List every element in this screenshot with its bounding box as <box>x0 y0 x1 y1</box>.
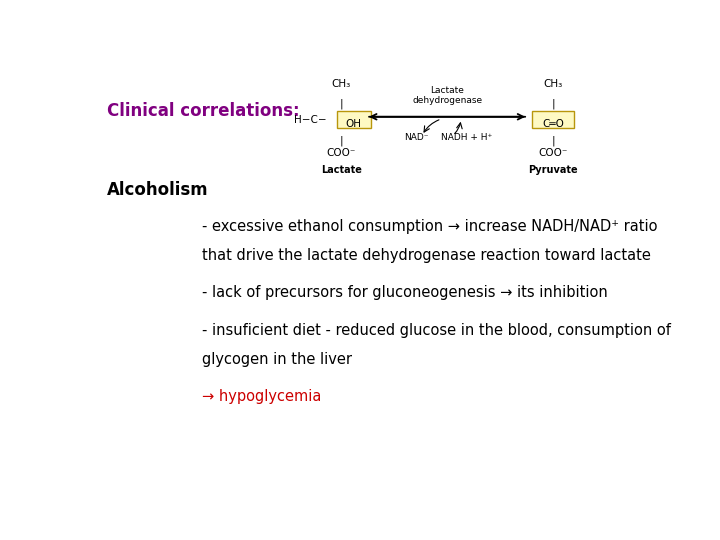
Text: NAD⁻: NAD⁻ <box>404 133 428 143</box>
Text: OH: OH <box>346 119 361 129</box>
Text: CH₃: CH₃ <box>544 79 563 89</box>
Text: |: | <box>339 136 343 146</box>
FancyBboxPatch shape <box>337 111 371 129</box>
Text: |: | <box>552 136 555 146</box>
Text: Lactate
dehydrogenase: Lactate dehydrogenase <box>412 86 482 105</box>
Text: C═O: C═O <box>542 119 564 129</box>
Text: - excessive ethanol consumption → increase NADH/NAD⁺ ratio: - excessive ethanol consumption → increa… <box>202 219 657 234</box>
Text: that drive the lactate dehydrogenase reaction toward lactate: that drive the lactate dehydrogenase rea… <box>202 248 650 263</box>
Text: |: | <box>552 98 555 109</box>
Text: Lactate: Lactate <box>320 165 361 174</box>
Text: Alcoholism: Alcoholism <box>107 181 208 199</box>
Text: COO⁻: COO⁻ <box>539 148 568 158</box>
Text: glycogen in the liver: glycogen in the liver <box>202 352 351 367</box>
Text: Pyruvate: Pyruvate <box>528 165 578 174</box>
Text: - insuficient diet - reduced glucose in the blood, consumption of: - insuficient diet - reduced glucose in … <box>202 322 670 338</box>
Text: → hypoglycemia: → hypoglycemia <box>202 389 321 404</box>
Text: - lack of precursors for gluconeogenesis → its inhibition: - lack of precursors for gluconeogenesis… <box>202 285 608 300</box>
Text: H−C−: H−C− <box>294 114 327 125</box>
FancyBboxPatch shape <box>532 111 575 129</box>
Text: Clinical correlations:: Clinical correlations: <box>107 102 300 120</box>
Text: COO⁻: COO⁻ <box>326 148 356 158</box>
Text: NADH + H⁺: NADH + H⁺ <box>441 133 492 143</box>
Text: |: | <box>339 98 343 109</box>
Text: CH₃: CH₃ <box>331 79 351 89</box>
